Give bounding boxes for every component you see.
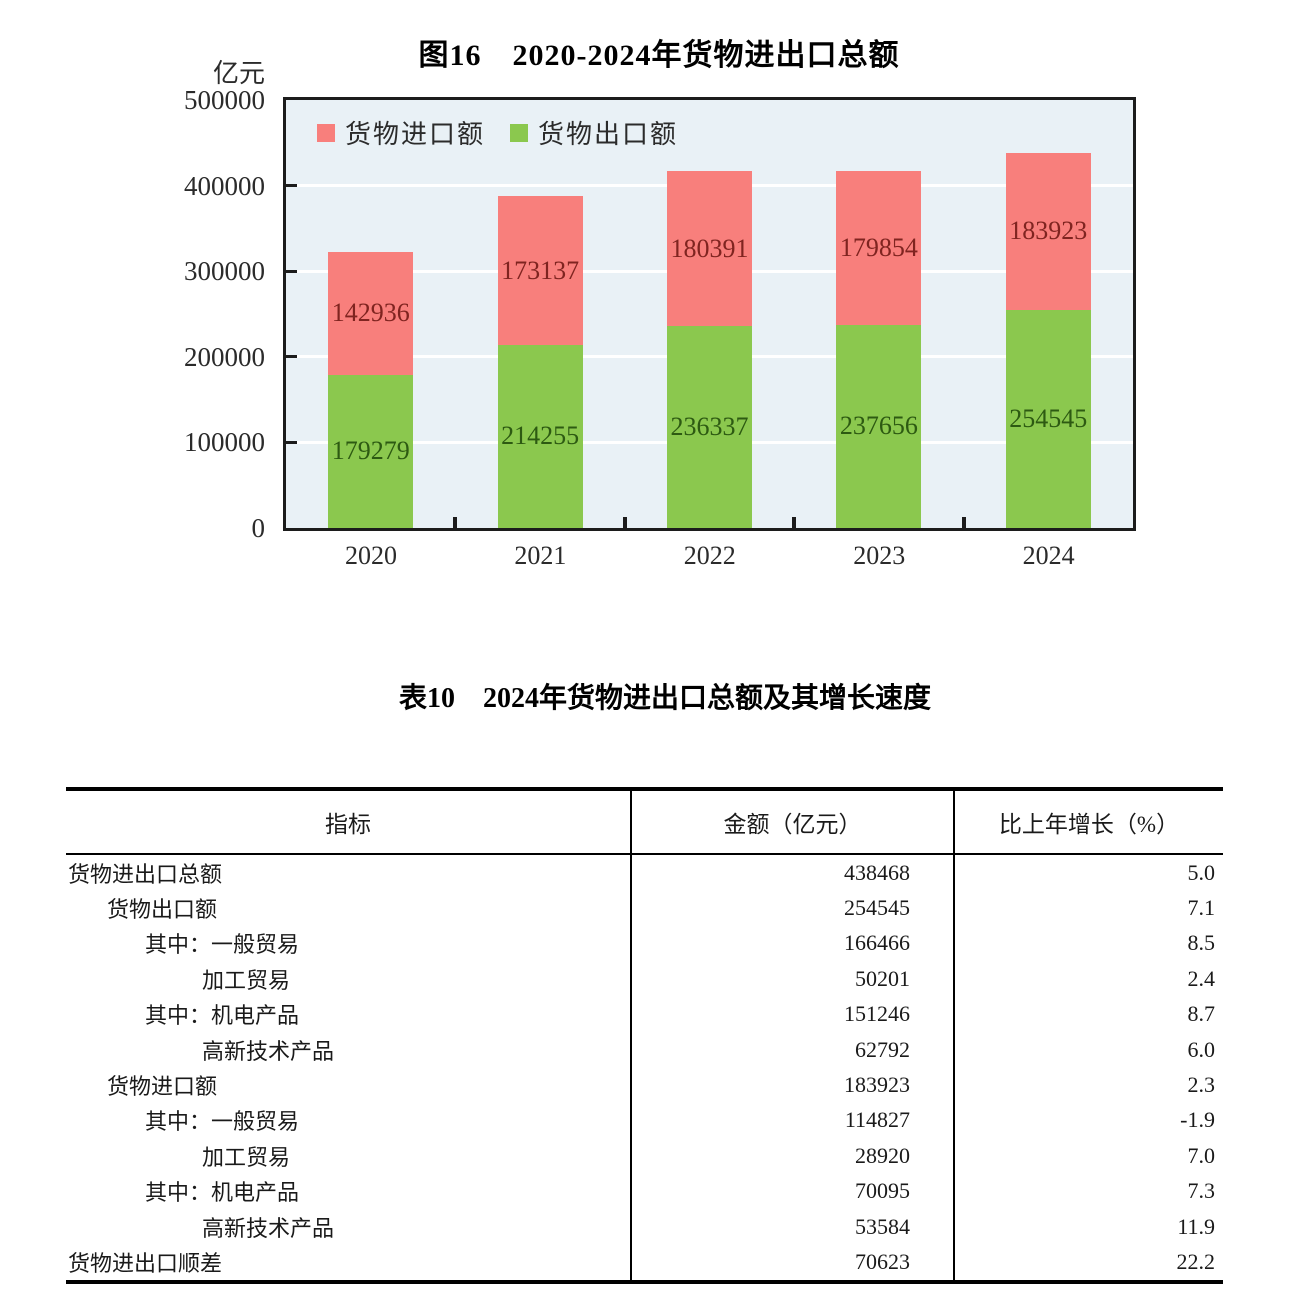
growth-cell: 22.2 xyxy=(953,1244,1223,1280)
bar-value-label: 173137 xyxy=(501,255,580,285)
y-tick-label-400000: 400000 xyxy=(184,170,265,201)
bar-value-label: 179854 xyxy=(839,232,918,262)
y-axis-tick xyxy=(286,440,297,444)
column-header-2: 金额（亿元） xyxy=(630,791,953,855)
bar-segment-货物出口额: 237656 xyxy=(836,324,922,528)
indicator-cell: 货物进出口总额 xyxy=(68,861,223,887)
indicator-cell: 高新技术产品 xyxy=(202,1038,335,1064)
bar-2021: 214255 173137 xyxy=(497,196,583,528)
bar-segment-货物出口额: 254545 xyxy=(1005,310,1091,528)
y-axis-tick-labels: 0 100000 200000 300000 400000 500000 xyxy=(140,85,265,543)
amount-cell: 438468 xyxy=(630,855,953,891)
growth-cell: 2.3 xyxy=(953,1067,1223,1103)
bar-value-label: 183923 xyxy=(1009,216,1088,246)
indicator-cell: 其中：一般贸易 xyxy=(145,1109,300,1135)
legend-swatch xyxy=(510,123,529,142)
x-axis-tick xyxy=(622,517,627,528)
growth-cell: 2.4 xyxy=(953,961,1223,997)
amount-cell: 183923 xyxy=(630,1067,953,1103)
y-tick-label-500000: 500000 xyxy=(184,85,265,115)
amount-cell: 151246 xyxy=(630,996,953,1032)
amount-cell: 70623 xyxy=(630,1244,953,1280)
growth-cell: 8.5 xyxy=(953,925,1223,962)
growth-cell: 7.3 xyxy=(953,1173,1223,1209)
amount-cell: 53584 xyxy=(630,1208,953,1245)
bar-segment-货物出口额: 236337 xyxy=(667,325,752,528)
amount-cell: 114827 xyxy=(630,1102,953,1139)
amount-cell: 166466 xyxy=(630,925,953,962)
bar-value-label: 214255 xyxy=(501,421,580,451)
legend-item-货物进口额: 货物进口额 xyxy=(317,114,485,151)
bar-value-label: 180391 xyxy=(670,233,749,263)
x-tick-label-2024: 2024 xyxy=(1022,541,1075,570)
legend-label: 货物进口额 xyxy=(345,120,486,149)
chart-legend: 货物进口额 货物出口额 xyxy=(317,114,678,151)
x-tick-label-2021: 2021 xyxy=(514,541,567,570)
y-tick-label-100000: 100000 xyxy=(184,427,265,458)
indicator-cell: 加工贸易 xyxy=(202,1144,291,1170)
y-axis-tick xyxy=(286,184,297,188)
y-tick-label-300000: 300000 xyxy=(184,256,265,287)
bar-value-label: 179279 xyxy=(331,436,410,466)
bar-value-label: 142936 xyxy=(331,298,410,328)
bar-value-label: 237656 xyxy=(839,411,918,441)
indicator-cell: 其中：一般贸易 xyxy=(145,932,300,958)
amount-cell: 254545 xyxy=(630,890,953,926)
growth-cell: -1.9 xyxy=(953,1102,1223,1139)
bar-segment-货物出口额: 179279 xyxy=(328,374,414,528)
x-tick-label-2020: 2020 xyxy=(345,541,397,570)
legend-swatch xyxy=(317,123,335,142)
y-tick-label-200000: 200000 xyxy=(184,341,265,372)
bar-2024: 254545 183923 xyxy=(1005,152,1091,528)
y-tick-label-0: 0 xyxy=(251,513,266,543)
growth-cell: 7.0 xyxy=(953,1138,1223,1174)
chart-title: 图16 2020-2024年货物进出口总额 xyxy=(418,39,900,72)
y-axis-tick xyxy=(286,269,297,273)
column-header-3: 比上年增长（%） xyxy=(953,791,1223,855)
statistics-table: 指标 金额（亿元） 比上年增长（%） 货物进出口总额 438468 5.0 货物出口额 254… xyxy=(66,787,1223,1284)
column-header-1: 指标 xyxy=(66,791,630,855)
bar-2020: 179279 142936 xyxy=(328,252,414,528)
x-axis-tick xyxy=(453,517,458,528)
bar-segment-货物进口额: 183923 xyxy=(1005,152,1091,311)
x-axis-tick-labels: 2020 2021 2022 2023 2024 xyxy=(286,541,1133,575)
indicator-cell: 货物进出口顺差 xyxy=(68,1250,223,1276)
growth-cell: 6.0 xyxy=(953,1031,1223,1068)
indicator-cell: 货物出口额 xyxy=(107,897,218,923)
y-axis-unit-label: 亿元 xyxy=(212,59,265,88)
bar-2023: 237656 179854 xyxy=(836,170,922,528)
y-axis-tick xyxy=(286,355,297,359)
amount-cell: 62792 xyxy=(630,1031,953,1068)
amount-cell: 50201 xyxy=(630,961,953,997)
growth-cell: 7.1 xyxy=(953,890,1223,926)
bar-value-label: 254545 xyxy=(1009,404,1088,434)
bar-value-label: 236337 xyxy=(670,411,749,441)
x-tick-label-2023: 2023 xyxy=(853,541,906,570)
amount-cell: 70095 xyxy=(630,1173,953,1209)
bar-segment-货物出口额: 214255 xyxy=(497,344,583,528)
legend-label: 货物出口额 xyxy=(538,120,679,149)
legend-item-货物出口额: 货物出口额 xyxy=(510,114,678,151)
growth-cell: 5.0 xyxy=(953,855,1223,891)
bar-2022: 236337 180391 xyxy=(667,171,752,528)
amount-cell: 28920 xyxy=(630,1138,953,1174)
indicator-cell: 其中：机电产品 xyxy=(145,1180,300,1206)
bar-segment-货物进口额: 179854 xyxy=(836,170,922,325)
indicator-cell: 加工贸易 xyxy=(202,967,291,993)
indicator-cell: 货物进口额 xyxy=(107,1074,218,1100)
indicator-cell: 高新技术产品 xyxy=(202,1215,335,1241)
x-tick-label-2022: 2022 xyxy=(683,541,736,570)
bar-segment-货物进口额: 180391 xyxy=(667,171,752,326)
plot-area: 货物进口额 货物出口额 179279 142936 214255 173137 23633… xyxy=(283,97,1136,531)
x-axis-tick xyxy=(792,517,797,528)
bar-segment-货物进口额: 142936 xyxy=(328,252,414,375)
growth-cell: 11.9 xyxy=(953,1208,1223,1245)
growth-cell: 8.7 xyxy=(953,996,1223,1032)
x-axis-tick xyxy=(961,517,966,528)
indicator-cell: 其中：机电产品 xyxy=(145,1003,300,1029)
bar-segment-货物进口额: 173137 xyxy=(497,196,583,345)
table-title: 表10 2024年货物进出口总额及其增长速度 xyxy=(398,683,931,714)
